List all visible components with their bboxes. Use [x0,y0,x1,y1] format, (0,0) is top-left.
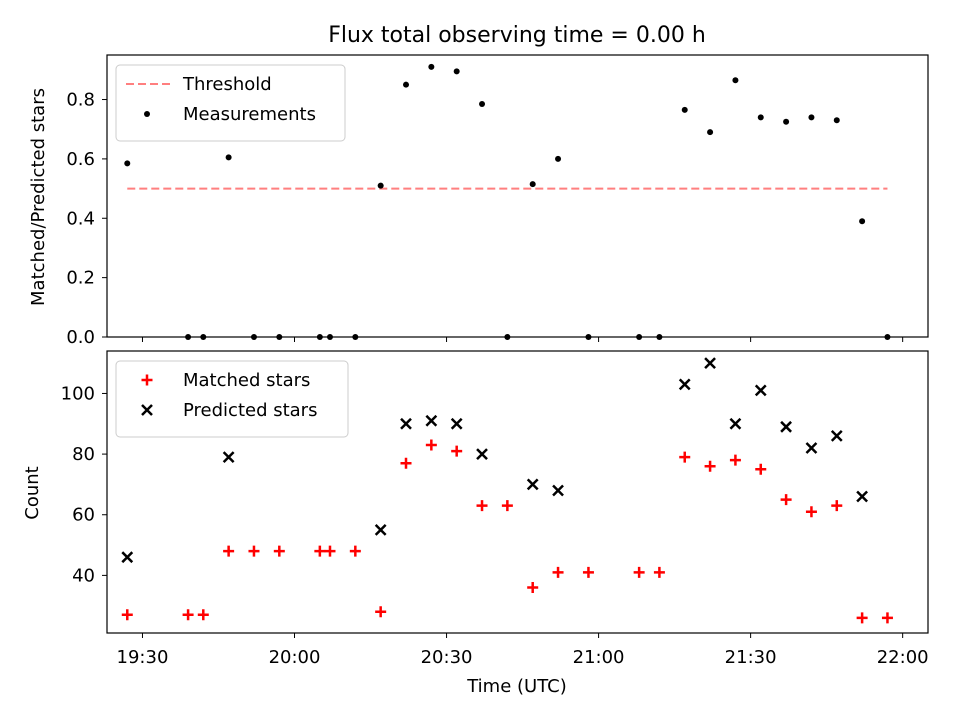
matched-stars-point [552,566,564,578]
x-tick-label: 20:30 [421,647,473,668]
x-tick-label: 20:00 [269,647,321,668]
predicted-stars-point [552,484,564,497]
matched-stars-point [451,445,463,457]
predicted-stars-point [526,478,539,491]
x-tick-label: 21:30 [725,647,777,668]
legend-marker [141,404,153,416]
predicted-stars-point [729,417,742,430]
bottom-legend: Matched stars Predicted stars [115,360,349,438]
predicted-stars-point [678,378,691,391]
x-tick-label: 19:30 [117,647,169,668]
matched-stars-point [582,566,594,578]
x-tick-label: 22:00 [877,647,929,668]
legend-marker [141,374,153,386]
top-chart-title: Flux total observing time = 0.00 h [328,23,706,48]
measurements-point [529,181,536,188]
legend-box [115,64,346,142]
predicted-stars-point [400,417,412,430]
matched-stars-point [375,606,387,618]
matched-stars-point [248,545,260,557]
top-y-tick-label: 0.8 [66,90,95,111]
matched-stars-point [223,545,235,557]
predicted-stars-point [450,417,463,430]
matched-stars-point [197,609,209,621]
predicted-stars-point [374,524,387,536]
measurements-point [225,154,232,161]
matched-stars-point [273,545,285,557]
legend-label: Threshold [182,74,272,95]
bottom-axes-frame [106,350,929,634]
measurements-point [783,118,790,125]
matched-stars-point [805,506,817,518]
predicted-stars-point [222,451,235,464]
bottom-plot-area: 19:30 20:00 20:30 21:00 21:30 22:00 40 60 80 100 M… [61,350,929,668]
predicted-stars-point [780,420,792,433]
matched-stars-point [679,451,691,463]
predicted-stars-point [805,442,818,454]
matched-stars-point [425,439,437,451]
predicted-stars-point [425,414,438,427]
top-y-tick-label: 0.6 [66,149,95,170]
top-plot-area: 0.0 0.2 0.4 0.6 0.8 Threshold Measurements [66,54,929,348]
measurements-point [808,114,815,121]
predicted-stars-point [704,357,716,370]
matched-stars-point [831,500,843,512]
top-legend: Threshold Measurements [115,64,346,142]
top-y-tick-label: 0.0 [66,327,95,348]
matched-stars-point [400,457,412,469]
legend-box [115,360,349,438]
matched-stars-point [704,460,716,472]
measurements-point [403,81,410,88]
matched-stars-point [527,582,539,594]
legend-label: Predicted stars [183,400,317,421]
predicted-stars-point [830,430,843,442]
top-y-axis-label: Matched/Predicted stars [28,88,49,306]
measurements-point [859,218,866,225]
top-axes-frame [106,54,929,338]
matched-stars-point [121,609,133,621]
x-tick-label: 21:00 [573,647,625,668]
matched-stars-point [324,545,336,557]
measurements-point [377,182,384,189]
legend-label: Matched stars [183,370,310,391]
legend-marker [144,111,150,117]
predicted-stars-point [476,448,488,460]
bottom-y-tick-label: 100 [61,383,95,404]
top-y-tick-label: 0.4 [66,208,95,229]
legend-label: Measurements [183,104,316,125]
measurements-point [707,129,714,136]
predicted-stars-point [754,384,767,397]
matched-stars-point [314,545,326,557]
measurements-point [833,117,840,124]
measurements-point [732,77,739,84]
measurements-point [453,68,460,75]
matched-stars-point [881,612,893,624]
matched-stars-point [182,609,194,621]
measurements-point [757,114,764,121]
matched-stars-point [349,545,361,557]
measurements-point [428,63,435,70]
bottom-y-tick-label: 60 [72,505,95,526]
bottom-y-axis-label: Count [22,466,43,519]
matched-stars-point [755,463,767,475]
top-y-tick-label: 0.2 [66,268,95,289]
matched-stars-point [729,454,741,466]
matched-stars-point [780,494,792,506]
matched-stars-point [856,612,868,624]
measurements-point [555,155,562,162]
matched-stars-point [653,566,665,578]
measurements-point [681,106,688,113]
predicted-stars-point [121,551,134,564]
matched-stars-point [476,500,488,512]
measurements-point [479,100,486,107]
matched-stars-point [501,500,513,512]
bottom-y-tick-label: 80 [72,444,95,465]
bottom-y-tick-label: 40 [72,565,95,586]
matched-stars-point [633,566,645,578]
x-axis-label: Time (UTC) [466,676,567,697]
measurements-point [124,160,131,167]
predicted-stars-point [856,490,869,503]
